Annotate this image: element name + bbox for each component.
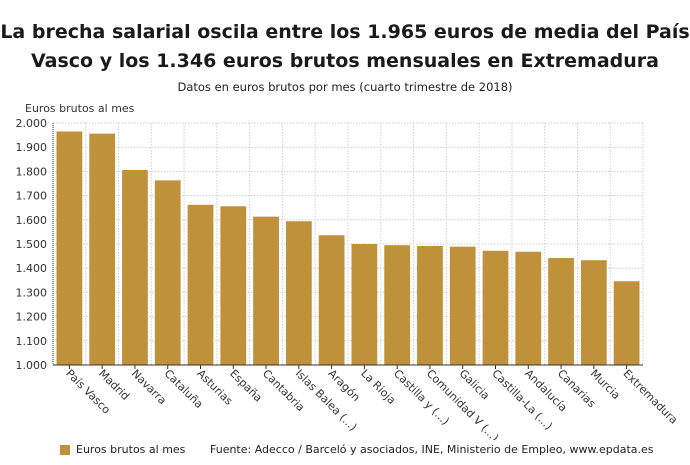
legend-swatch [60, 444, 70, 455]
bar [515, 251, 542, 365]
bar [351, 244, 378, 365]
source-note: Fuente: Adecco / Barceló y asociados, IN… [210, 443, 654, 456]
chart-subtitle: Datos en euros brutos por mes (cuarto tr… [177, 80, 513, 94]
bar [318, 235, 345, 365]
y-tick-label: 1.200 [16, 311, 48, 324]
x-tick-label: Navarra [129, 367, 169, 407]
bar [285, 221, 312, 365]
bar [613, 281, 640, 365]
y-tick-label: 1.000 [16, 359, 48, 372]
title-line-1: La brecha salarial oscila entre los 1.96… [0, 21, 690, 43]
bar-chart: 1.000 1.100 1.200 1.300 1.400 1.500 1.600 1.700… [16, 102, 681, 440]
x-tick-label: Extremadura [620, 367, 680, 427]
y-tick-label: 1.400 [16, 262, 48, 275]
bar [89, 133, 116, 365]
bar [253, 216, 279, 365]
bar [417, 245, 443, 365]
y-tick-label: 1.800 [16, 165, 48, 178]
chart-title: La brecha salarial oscila entre los 1.96… [0, 18, 690, 76]
title-line-2: Vasco y los 1.346 euros brutos mensuales… [31, 50, 659, 72]
bar [220, 206, 247, 365]
y-tick-label: 1.900 [16, 141, 48, 154]
y-tick-label: 1.600 [16, 214, 48, 227]
bar [548, 258, 574, 365]
legend-label: Euros brutos al mes [76, 443, 186, 456]
x-tick-label: Castilla-La (...) [489, 367, 555, 433]
bar [580, 260, 607, 365]
y-tick-label: 1.500 [16, 238, 48, 251]
bar [482, 250, 509, 365]
legend: Euros brutos al mes [60, 443, 185, 456]
y-tick-label: 2.000 [16, 117, 48, 130]
y-axis-label: Euros brutos al mes [25, 102, 135, 115]
bar [122, 169, 148, 365]
y-tick-label: 1.300 [16, 286, 48, 299]
bar [187, 204, 214, 365]
x-tick-label: La Rioja [358, 367, 398, 407]
bar [56, 131, 83, 365]
bar [384, 245, 411, 365]
y-tick-label: 1.700 [16, 190, 48, 203]
y-tick-label: 1.100 [16, 335, 48, 348]
bar [449, 246, 476, 365]
bar [154, 180, 181, 365]
